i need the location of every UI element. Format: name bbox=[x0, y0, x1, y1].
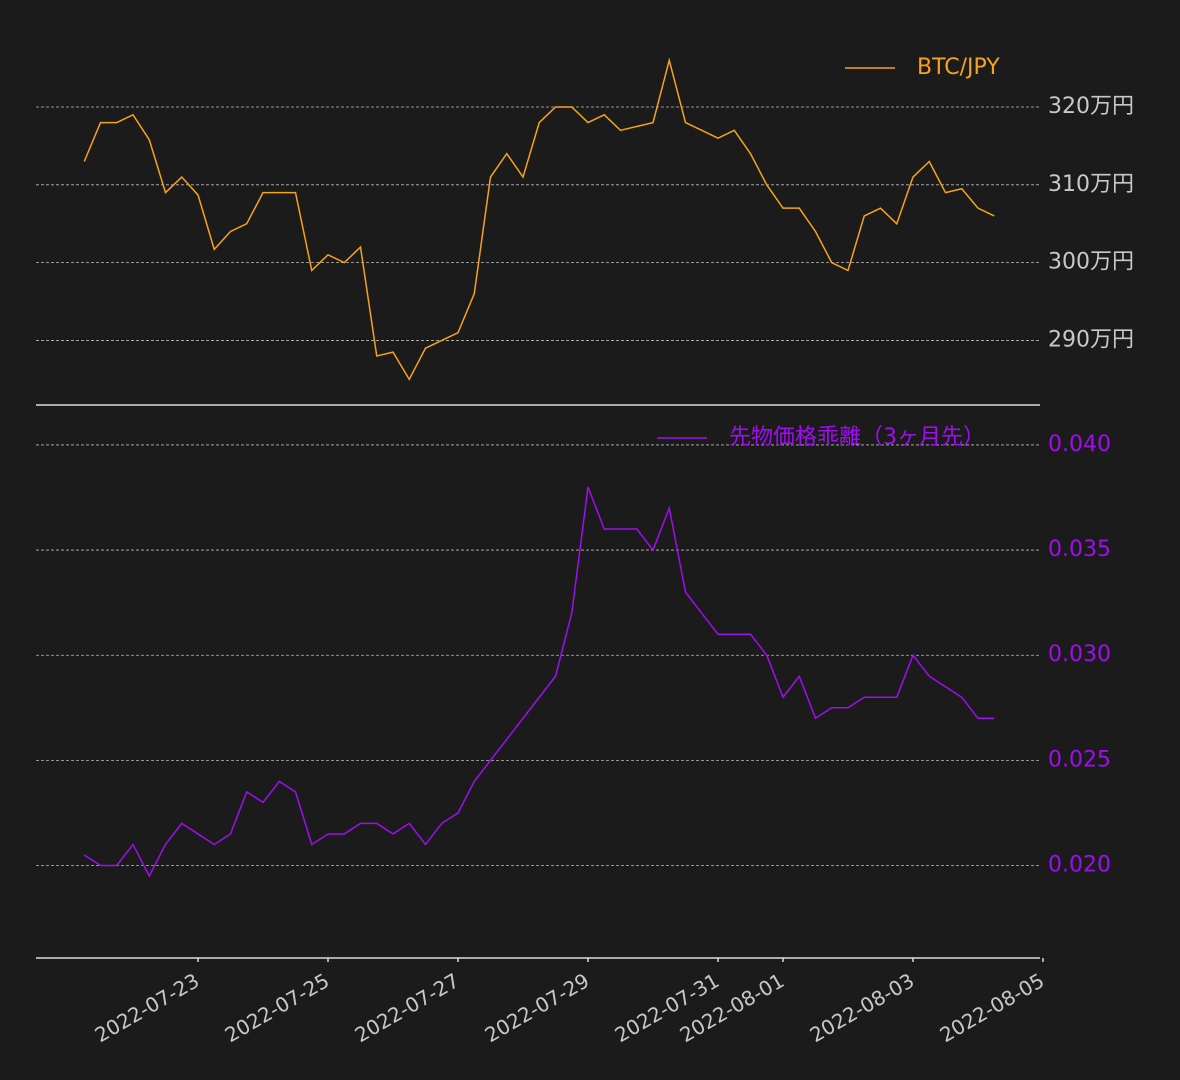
y-tick-label: 0.030 bbox=[1048, 642, 1111, 667]
series-line bbox=[83, 486, 995, 878]
y-tick-label: 300万円 bbox=[1048, 250, 1134, 275]
y-tick-label: 0.020 bbox=[1048, 852, 1111, 877]
x-tick-label: 2022-07-25 bbox=[221, 968, 334, 1047]
x-tick-label: 2022-08-03 bbox=[806, 968, 919, 1047]
x-tick-label: 2022-08-05 bbox=[936, 968, 1049, 1047]
y-tick-label: 0.040 bbox=[1048, 432, 1111, 457]
x-tick-label: 2022-07-29 bbox=[481, 968, 594, 1047]
series-line bbox=[83, 57, 995, 381]
x-tick-label: 2022-07-27 bbox=[351, 968, 464, 1047]
y-tick-label: 0.035 bbox=[1048, 537, 1111, 562]
y-tick-label: 290万円 bbox=[1048, 327, 1134, 352]
x-tick-label: 2022-07-23 bbox=[91, 968, 204, 1047]
legend-label: BTC/JPY bbox=[917, 55, 1000, 80]
y-tick-label: 320万円 bbox=[1048, 94, 1134, 119]
legend-label: 先物価格乖離（3ヶ月先） bbox=[729, 425, 985, 450]
y-tick-label: 310万円 bbox=[1048, 172, 1134, 197]
y-tick-label: 0.025 bbox=[1048, 747, 1111, 772]
